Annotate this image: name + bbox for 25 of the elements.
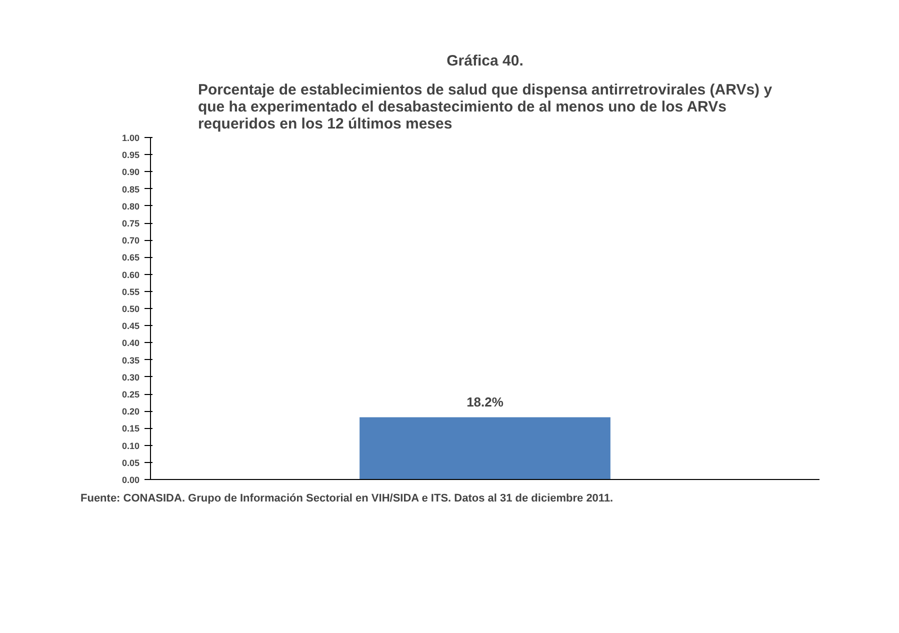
y-tick-label: 0.55 — [122, 286, 140, 297]
y-tick-label: 0.05 — [122, 458, 140, 468]
y-tick-label: 0.65 — [122, 252, 140, 263]
y-tick-label: 0.60 — [122, 270, 140, 280]
y-tick-label: 0.40 — [122, 338, 140, 348]
y-tick-label: 0.80 — [122, 201, 140, 212]
y-tick-label: 0.25 — [122, 390, 140, 400]
y-tick-label: 0.50 — [122, 304, 140, 314]
data-label: 18.2% — [466, 394, 504, 410]
chart-title: Gráfica 40. — [446, 52, 524, 70]
y-tick-label: 0.15 — [122, 424, 140, 434]
y-tick-label: 0.00 — [122, 475, 140, 485]
y-tick-label: 0.90 — [122, 167, 140, 178]
y-tick-label: 0.45 — [122, 321, 140, 332]
y-tick-label: 0.85 — [122, 184, 140, 194]
source-note: Fuente: CONASIDA. Grupo de Información Sectorial en VIH/SIDA e ITS. Datos al 31 de diciembre 2011. — [80, 492, 614, 504]
y-tick-label: 0.35 — [122, 355, 140, 366]
y-tick-label: 0.95 — [122, 150, 140, 160]
y-tick-label: 0.70 — [122, 236, 140, 246]
y-tick-label: 0.10 — [122, 440, 140, 451]
y-tick-label: 0.75 — [122, 218, 140, 228]
chart-subtitle: Porcentaje de establecimientos de salud que dispensa antirretrovirales (ARVs) y que ha experimentado el desabastecimiento de al menos uno de los ARVs requeridos en los 12 últimos meses — [198, 82, 773, 132]
y-tick-label: 0.20 — [122, 406, 140, 417]
y-tick-label: 1.00 — [122, 133, 140, 143]
y-tick-label: 0.30 — [122, 372, 140, 382]
